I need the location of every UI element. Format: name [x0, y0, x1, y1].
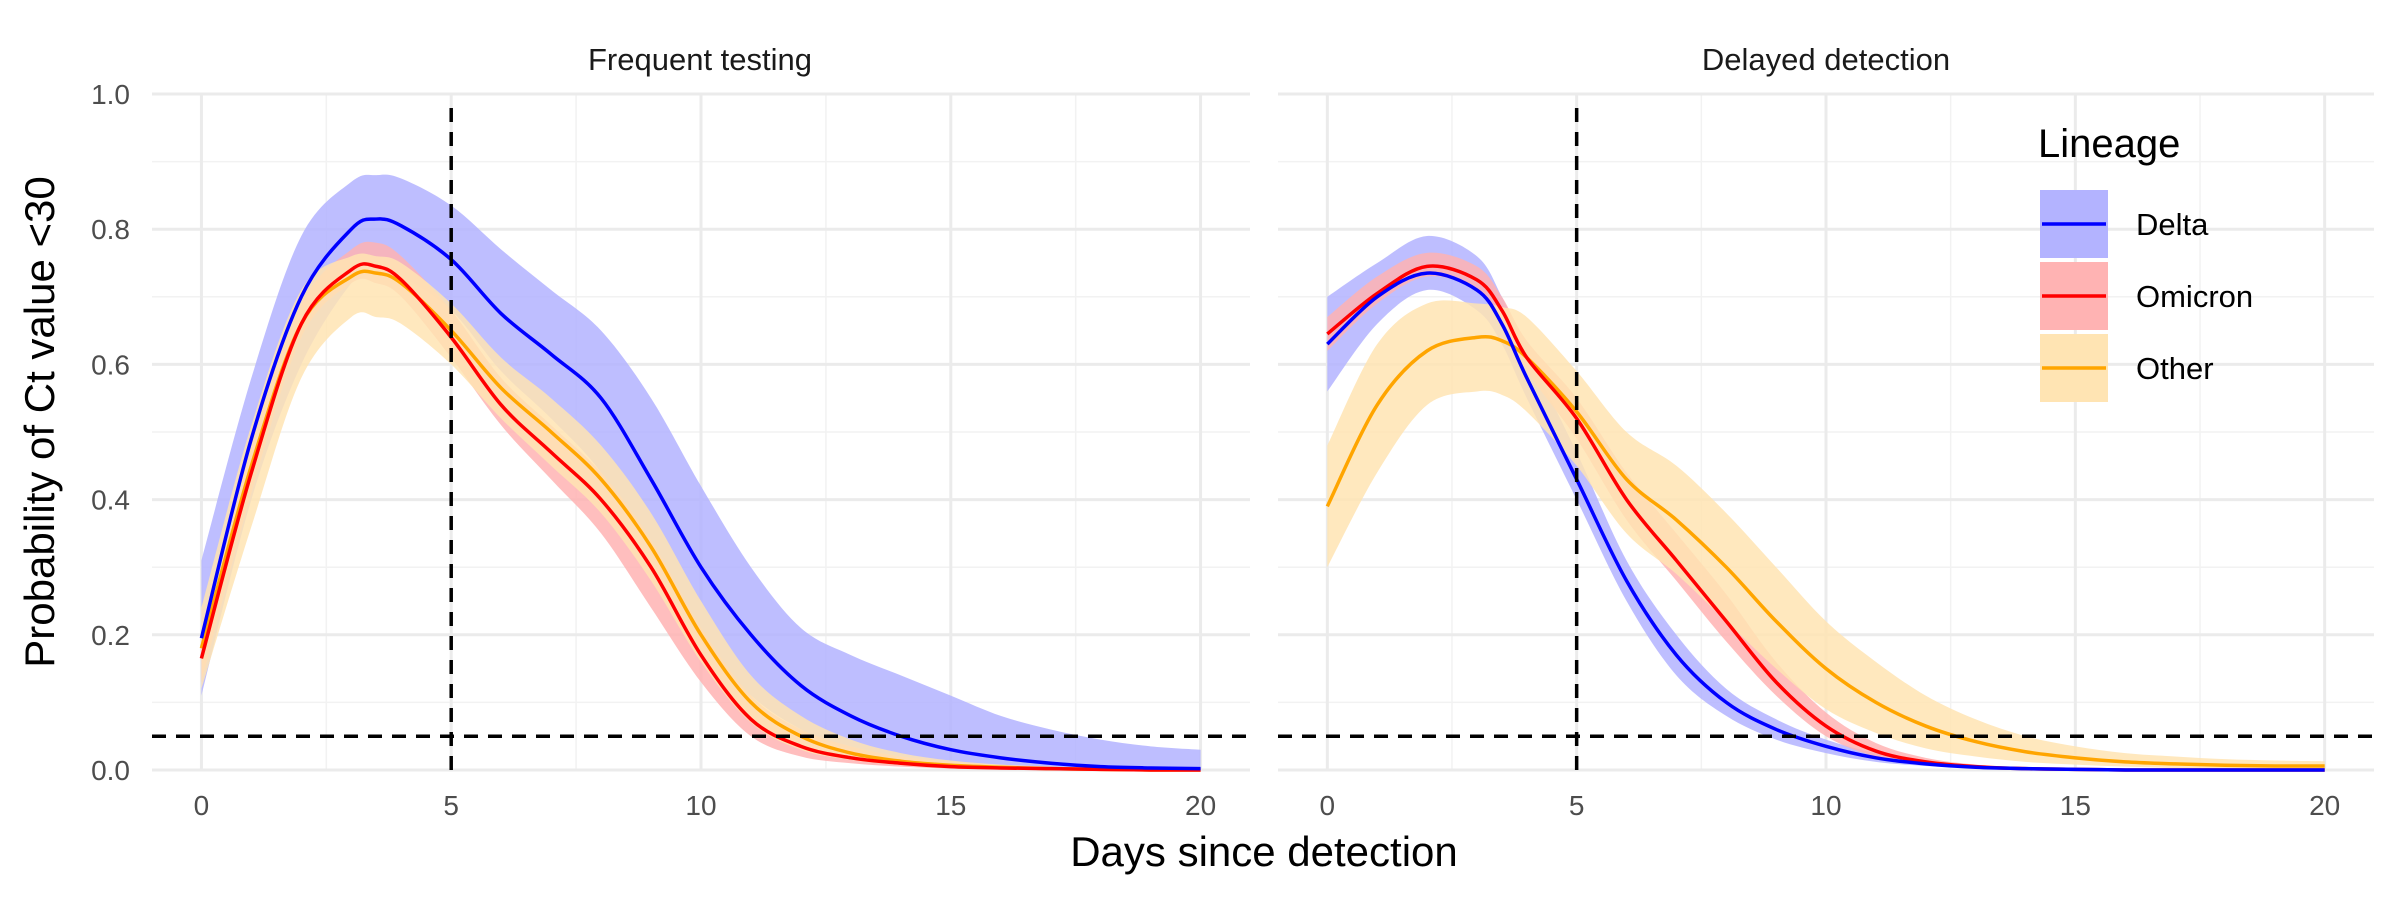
legend-item-omicron: Omicron	[2040, 262, 2253, 330]
legend: Lineage Delta Omicron Other	[2038, 122, 2253, 402]
x-tick-label: 10	[685, 790, 716, 821]
x-tick-label: 0	[194, 790, 210, 821]
y-tick-label: 0.0	[91, 755, 130, 786]
series-line-other	[1325, 334, 2325, 768]
series-line-delta	[199, 217, 1201, 771]
y-tick-label: 0.2	[91, 620, 130, 651]
legend-item-delta: Delta	[2040, 190, 2209, 258]
x-tick-label: 5	[1569, 790, 1585, 821]
panel-title-frequent-testing: Frequent testing	[588, 42, 812, 77]
x-tick-label: 20	[2309, 790, 2340, 821]
x-tick-label: 5	[443, 790, 459, 821]
legend-title: Lineage	[2038, 122, 2180, 166]
legend-label: Delta	[2136, 207, 2209, 242]
panel-frequent-testing: Frequent testing 0 5 10 15 20	[152, 42, 1250, 821]
y-tick-label: 1.0	[91, 79, 130, 110]
x-tick-label: 15	[2060, 790, 2091, 821]
y-axis-title: Probability of Ct value <30	[16, 176, 63, 667]
x-axis-title: Days since detection	[1070, 828, 1458, 875]
x-tick-label: 15	[935, 790, 966, 821]
x-tick-label: 10	[1810, 790, 1841, 821]
panel-title-delayed-detection: Delayed detection	[1702, 42, 1950, 77]
y-tick-label: 0.8	[91, 214, 130, 245]
y-tick-label: 0.4	[91, 485, 130, 516]
confidence-band-omicron	[201, 241, 1201, 771]
series-line-omicron	[199, 262, 1201, 772]
legend-label: Other	[2136, 351, 2214, 386]
x-tick-label: 20	[1185, 790, 1216, 821]
confidence-band-delta	[1327, 235, 2325, 771]
legend-label: Omicron	[2136, 279, 2253, 314]
series-line-delta	[1326, 271, 2325, 772]
panel-delayed-detection: Delayed detection 0 5 10 15 20	[1278, 42, 2374, 821]
y-tick-label: 0.6	[91, 349, 130, 380]
legend-item-other: Other	[2040, 334, 2214, 402]
y-axis: 0.0 0.2 0.4 0.6 0.8 1.0	[91, 79, 130, 786]
confidence-band-other	[201, 253, 1201, 771]
x-tick-label: 0	[1320, 790, 1336, 821]
